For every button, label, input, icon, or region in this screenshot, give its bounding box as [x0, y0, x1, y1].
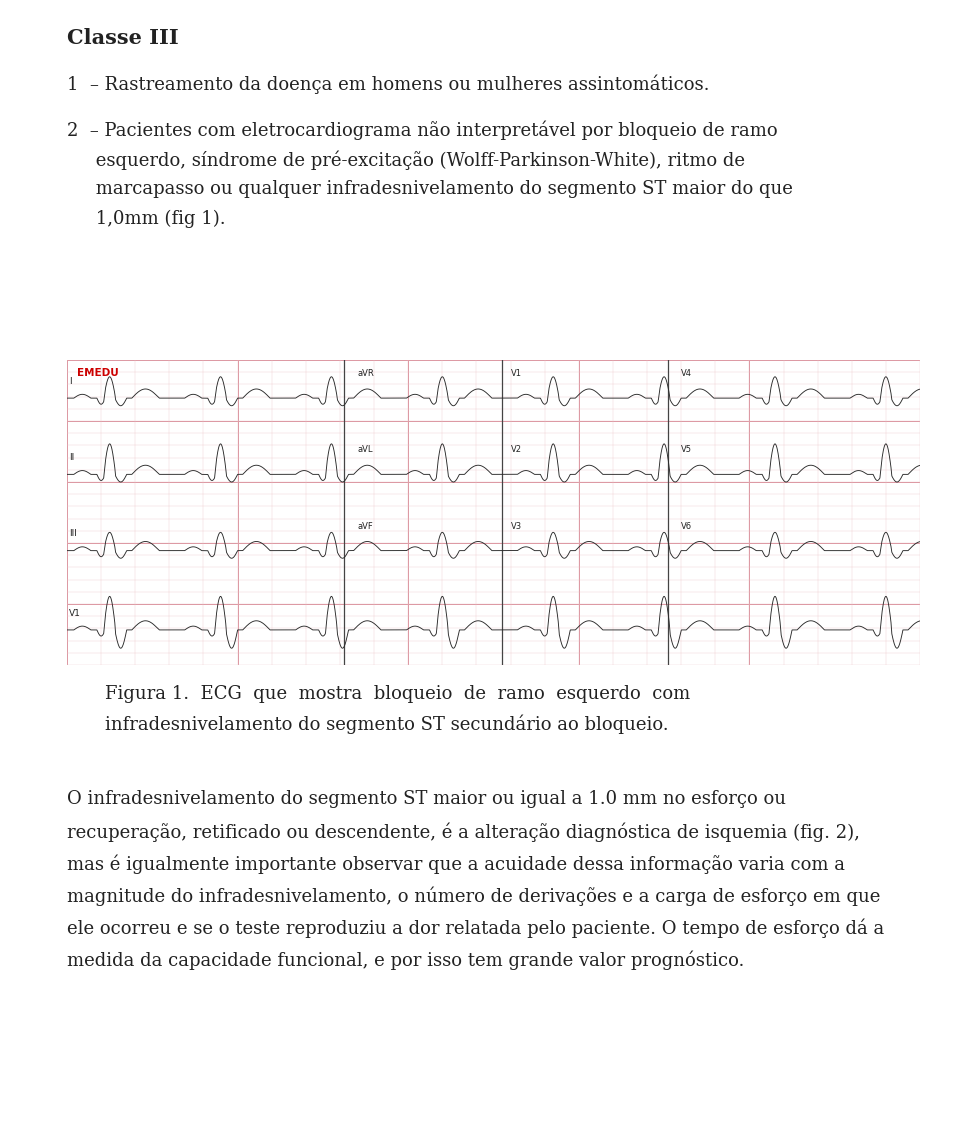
- Text: V1: V1: [69, 608, 81, 617]
- Text: recuperação, retificado ou descendente, é a alteração diagnóstica de isquemia (f: recuperação, retificado ou descendente, …: [67, 822, 860, 842]
- Text: 1  – Rastreamento da doença em homens ou mulheres assintomáticos.: 1 – Rastreamento da doença em homens ou …: [67, 75, 709, 95]
- Text: marcapasso ou qualquer infradesnivelamento do segmento ST maior do que: marcapasso ou qualquer infradesnivelamen…: [67, 180, 793, 198]
- Text: ele ocorreu e se o teste reproduziu a dor relatada pelo paciente. O tempo de esf: ele ocorreu e se o teste reproduziu a do…: [67, 918, 884, 937]
- Text: O infradesnivelamento do segmento ST maior ou igual a 1.0 mm no esforço ou: O infradesnivelamento do segmento ST mai…: [67, 790, 786, 808]
- Text: infradesnivelamento do segmento ST secundário ao bloqueio.: infradesnivelamento do segmento ST secun…: [105, 715, 668, 735]
- Text: II: II: [69, 453, 74, 462]
- Text: aVF: aVF: [357, 522, 372, 531]
- Text: III: III: [69, 530, 77, 539]
- Text: V5: V5: [682, 445, 692, 454]
- Text: I: I: [69, 377, 71, 386]
- Text: 1,0mm (fig 1).: 1,0mm (fig 1).: [67, 210, 226, 228]
- Text: 2  – Pacientes com eletrocardiograma não interpretável por bloqueio de ramo: 2 – Pacientes com eletrocardiograma não …: [67, 120, 778, 139]
- Text: mas é igualmente importante observar que a acuidade dessa informação varia com a: mas é igualmente importante observar que…: [67, 854, 845, 874]
- Text: magnitude do infradesnivelamento, o número de derivações e a carga de esforço em: magnitude do infradesnivelamento, o núme…: [67, 886, 880, 906]
- Text: Classe III: Classe III: [67, 28, 179, 48]
- Text: V1: V1: [511, 369, 521, 378]
- Text: V4: V4: [682, 369, 692, 378]
- Text: aVL: aVL: [357, 445, 372, 454]
- Text: V6: V6: [682, 522, 692, 531]
- Text: aVR: aVR: [357, 369, 373, 378]
- Text: medida da capacidade funcional, e por isso tem grande valor prognóstico.: medida da capacidade funcional, e por is…: [67, 950, 744, 969]
- Text: esquerdo, síndrome de pré-excitação (Wolff-Parkinson-White), ritmo de: esquerdo, síndrome de pré-excitação (Wol…: [67, 150, 745, 170]
- Text: V2: V2: [511, 445, 521, 454]
- Text: V3: V3: [511, 522, 521, 531]
- Text: Figura 1.  ECG  que  mostra  bloqueio  de  ramo  esquerdo  com: Figura 1. ECG que mostra bloqueio de ram…: [105, 685, 690, 703]
- Text: EMEDU: EMEDU: [77, 368, 119, 378]
